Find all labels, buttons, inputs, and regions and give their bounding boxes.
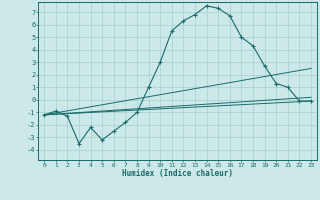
X-axis label: Humidex (Indice chaleur): Humidex (Indice chaleur) [122, 169, 233, 178]
